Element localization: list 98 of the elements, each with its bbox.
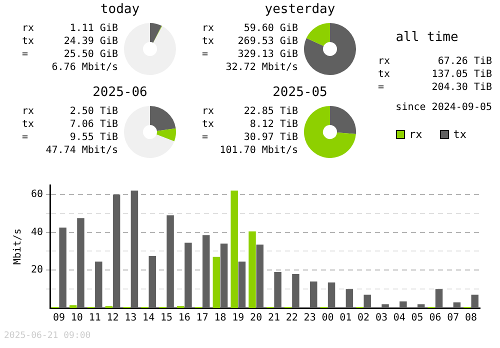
text: 32.72 Mbit/s — [224, 62, 298, 74]
x-tick-label: 08 — [465, 312, 478, 324]
text: 8.12 TiB — [248, 119, 298, 131]
x-tick-label: 15 — [160, 312, 173, 324]
text: 204.30 TiB — [430, 82, 492, 94]
bar — [256, 244, 264, 308]
text: tx — [202, 36, 216, 48]
text: = — [202, 49, 210, 61]
text: rx — [202, 23, 216, 35]
text: rx — [202, 106, 216, 118]
text: tx — [22, 36, 36, 48]
text: tx — [202, 119, 216, 131]
text: 7.06 TiB — [68, 119, 118, 131]
x-tick-label: 22 — [286, 312, 298, 324]
x-tick-label: 06 — [429, 312, 442, 324]
text: = — [378, 82, 386, 94]
bar — [112, 194, 120, 308]
x-tick-label: 16 — [178, 312, 190, 324]
x-tick-label: 01 — [340, 312, 352, 324]
x-tick-label: 11 — [88, 312, 101, 324]
x-tick-label: 19 — [232, 312, 244, 324]
bar — [69, 305, 77, 308]
bar — [184, 242, 192, 308]
x-tick-label: 02 — [358, 312, 370, 324]
bar — [59, 228, 66, 308]
text: 22.85 TiB — [242, 106, 298, 118]
text: 2.50 TiB — [68, 106, 118, 118]
legend-label: rx — [409, 128, 422, 141]
text: 24.39 GiB — [62, 36, 118, 48]
y-tick-label: 60 — [30, 189, 44, 200]
bar — [77, 218, 84, 308]
bar — [346, 289, 354, 308]
bar — [274, 272, 282, 308]
chart-title: yesterday — [264, 2, 336, 17]
x-tick-label: 14 — [142, 312, 155, 324]
legend-label: tx — [453, 128, 466, 141]
text: 25.50 GiB — [62, 49, 118, 61]
text: 47.74 Mbit/s — [44, 145, 118, 157]
text: 9.55 TiB — [68, 132, 118, 144]
text: tx — [378, 69, 392, 81]
text: rx — [22, 106, 36, 118]
bar — [130, 190, 138, 308]
bar — [435, 289, 443, 308]
chart-title: 2025-05 — [272, 85, 328, 100]
text: 329.13 GiB — [236, 49, 298, 61]
x-tick-label: 03 — [375, 312, 388, 324]
text: = — [202, 132, 210, 144]
x-tick-label: 13 — [124, 312, 137, 324]
text: rx — [378, 56, 392, 68]
bar — [95, 262, 102, 308]
text: = — [22, 49, 30, 61]
y-axis-title: Mbit/s — [12, 228, 24, 265]
y-tick-label: 20 — [30, 264, 44, 276]
bar — [148, 256, 156, 308]
text: 6.76 Mbit/s — [50, 62, 118, 74]
bar — [292, 274, 300, 308]
bar — [202, 235, 210, 308]
x-tick-label: 05 — [411, 312, 424, 324]
bar — [212, 256, 220, 308]
chart-title: today — [99, 2, 141, 17]
text: all time — [394, 30, 460, 45]
bar — [471, 294, 478, 308]
bar — [417, 304, 425, 308]
x-tick-label: 23 — [304, 312, 316, 324]
x-tick-label: 20 — [250, 312, 262, 324]
bar — [220, 244, 228, 308]
text: 269.53 GiB — [236, 36, 298, 48]
x-tick-label: 10 — [70, 312, 83, 324]
bar — [328, 282, 336, 308]
bar — [453, 302, 461, 308]
text: 101.70 Mbit/s — [218, 145, 298, 157]
text: 137.05 TiB — [430, 69, 492, 81]
x-tick-label: 18 — [214, 312, 226, 324]
bar — [364, 294, 371, 308]
text: rx — [22, 23, 36, 35]
text: 30.97 TiB — [242, 132, 298, 144]
text: since 2024-09-05 — [394, 102, 492, 114]
y-tick-label: 40 — [30, 226, 44, 238]
text: = — [22, 132, 30, 144]
x-tick-label: 12 — [106, 312, 119, 324]
text: tx — [22, 119, 36, 131]
bar — [310, 282, 318, 308]
bar — [382, 304, 389, 308]
text: 59.60 GiB — [242, 23, 298, 35]
bar — [238, 262, 246, 308]
bar — [248, 231, 256, 308]
x-tick-label: 07 — [447, 312, 460, 324]
x-tick-label: 09 — [52, 312, 66, 324]
x-tick-label: 04 — [393, 312, 406, 324]
bar — [166, 215, 174, 308]
x-tick-label: 17 — [196, 312, 208, 324]
x-tick-label: 00 — [322, 312, 334, 324]
x-tick-label: 21 — [268, 312, 280, 324]
text: 67.26 TiB — [436, 56, 492, 68]
text: 1.11 GiB — [68, 23, 118, 35]
bar — [400, 301, 407, 308]
chart-title: 2025-06 — [92, 85, 148, 100]
bar — [230, 190, 238, 308]
